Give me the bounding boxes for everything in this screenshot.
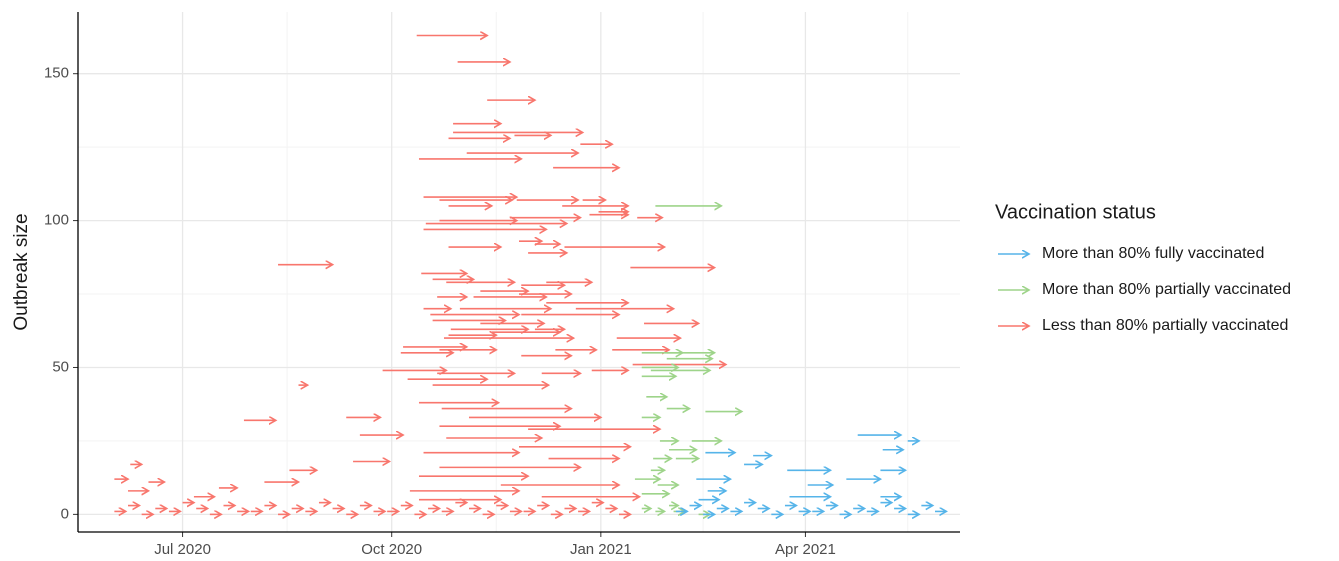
y-axis-title: Outbreak size: [11, 213, 32, 330]
x-tick-label: Oct 2020: [361, 541, 422, 558]
x-tick-label: Jul 2020: [154, 541, 211, 558]
legend-title: Vaccination status: [995, 201, 1156, 223]
y-tick-label: 0: [61, 505, 69, 522]
x-tick-label: Apr 2021: [775, 541, 836, 558]
y-tick-label: 150: [44, 65, 69, 82]
legend-label: Less than 80% partially vaccinated: [1042, 317, 1288, 334]
legend-label: More than 80% fully vaccinated: [1042, 245, 1264, 262]
y-tick-label: 50: [52, 358, 69, 375]
legend-label: More than 80% partially vaccinated: [1042, 281, 1291, 298]
y-tick-label: 100: [44, 212, 69, 229]
x-tick-label: Jan 2021: [570, 541, 632, 558]
